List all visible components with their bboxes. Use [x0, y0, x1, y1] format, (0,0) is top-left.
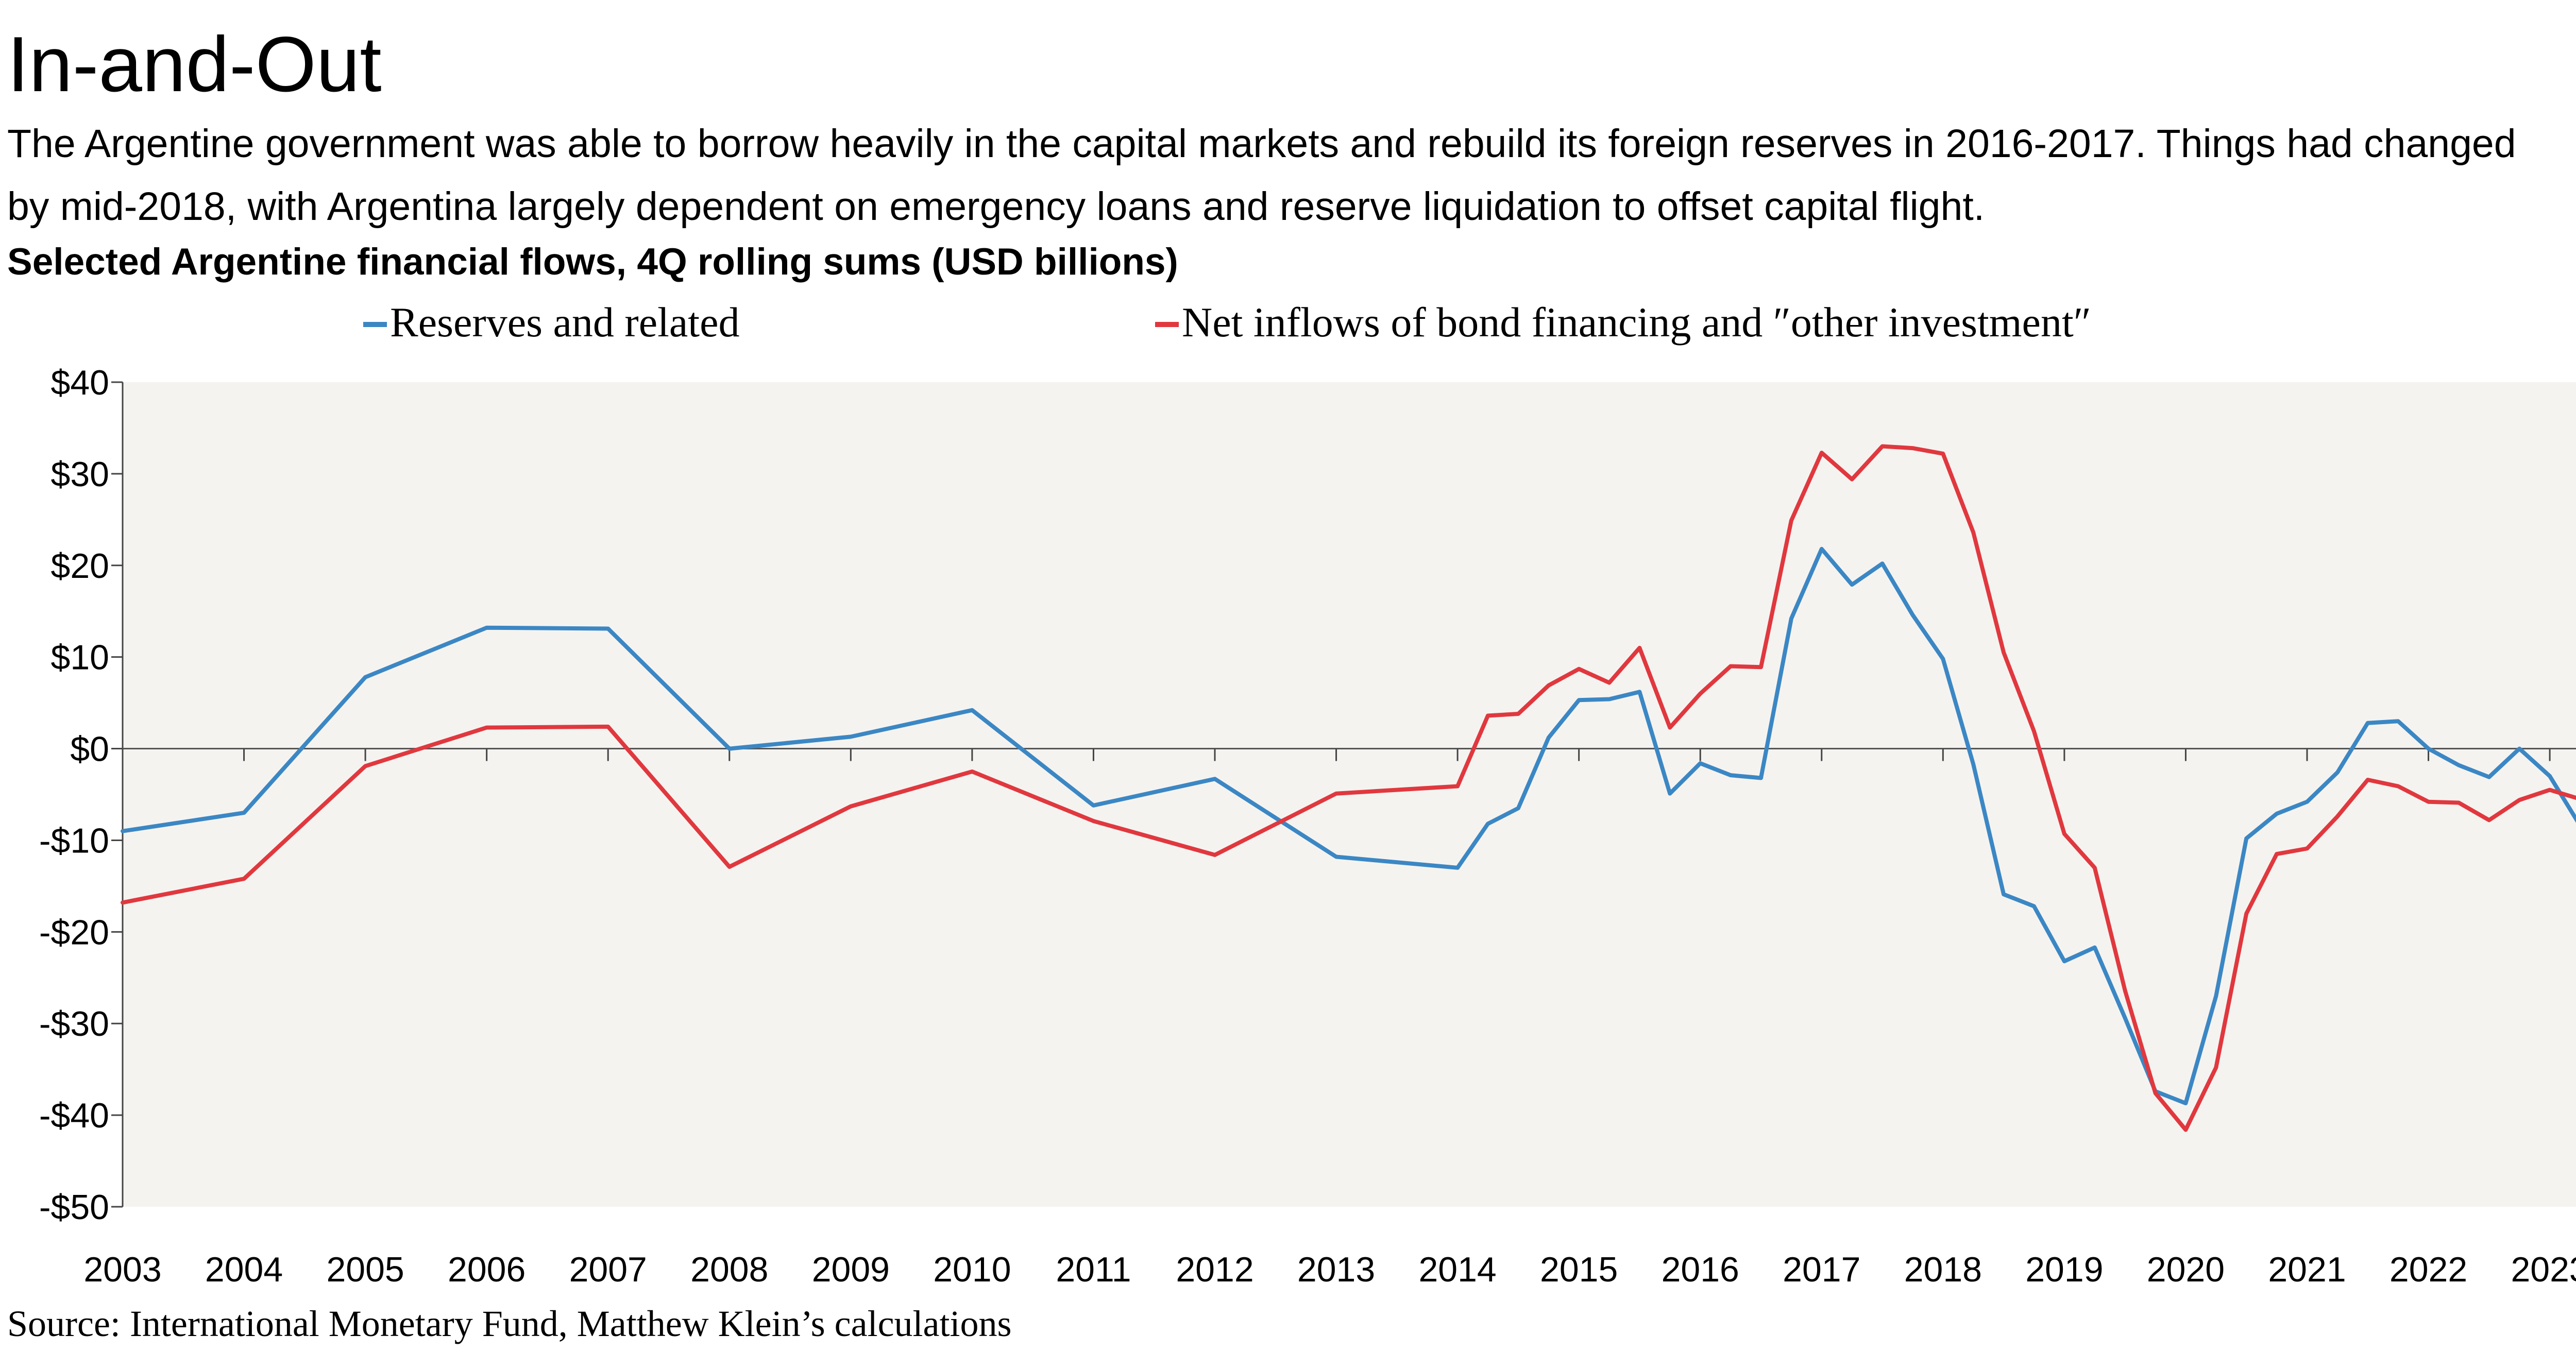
- y-tick-label: $30: [51, 455, 109, 494]
- x-tick-label: 2022: [2389, 1250, 2467, 1289]
- x-tick-label: 2018: [1904, 1250, 1982, 1289]
- x-tick-label: 2019: [2025, 1250, 2103, 1289]
- legend-label-net-inflows: Net inflows of bond financing and ″other…: [1182, 299, 2091, 346]
- x-tick-label: 2005: [326, 1250, 404, 1289]
- legend-swatch-reserves: [363, 322, 387, 328]
- y-tick-label: $10: [51, 638, 109, 677]
- legend-item-reserves: Reserves and related: [363, 297, 739, 348]
- source-note: Source: International Monetary Fund, Mat…: [7, 1303, 1012, 1344]
- legend-label-reserves: Reserves and related: [390, 299, 740, 346]
- x-tick-label: 2023: [2511, 1250, 2576, 1289]
- x-tick-label: 2004: [205, 1250, 283, 1289]
- series-lines: [121, 444, 2576, 1132]
- axes: $40 $30 $20 $10 $0 -$10 -$20 -$30 -$40 -$50 2003 20…: [39, 363, 2576, 1289]
- page-title: In-and-Out: [7, 21, 382, 108]
- y-tick-label: -$20: [39, 913, 109, 952]
- x-tick-label: 2016: [1662, 1250, 1739, 1289]
- x-tick-label: 2021: [2268, 1250, 2346, 1289]
- x-tick-label: 2006: [448, 1250, 526, 1289]
- y-tick-label: $20: [51, 546, 109, 586]
- y-tick-label: -$10: [39, 821, 109, 860]
- y-tick-label: -$30: [39, 1004, 109, 1043]
- x-tick-label: 2015: [1540, 1250, 1618, 1289]
- x-tick-label: 2008: [690, 1250, 768, 1289]
- y-tick-label: -$40: [39, 1096, 109, 1135]
- x-tick-label: 2011: [1056, 1250, 1131, 1289]
- x-tick-label: 2007: [569, 1250, 647, 1289]
- chart-description: The Argentine government was able to bor…: [7, 122, 2516, 229]
- y-tick-label: $0: [70, 730, 109, 769]
- x-tick-label: 2013: [1297, 1250, 1375, 1289]
- series-line-reserves: [121, 546, 2576, 1105]
- legend-swatch-net-inflows: [1155, 322, 1179, 328]
- x-tick-label: 2003: [83, 1250, 161, 1289]
- x-tick-label: 2017: [1783, 1250, 1860, 1289]
- legend-item-net-inflows: Net inflows of bond financing and ″other…: [1155, 297, 2091, 348]
- x-tick-label: 2012: [1176, 1250, 1253, 1289]
- x-tick-label: 2010: [933, 1250, 1011, 1289]
- x-tick-label: 2020: [2147, 1250, 2225, 1289]
- x-tick-label: 2014: [1418, 1250, 1496, 1289]
- y-tick-label: -$50: [39, 1188, 109, 1227]
- series-line-net-inflows: [121, 444, 2576, 1132]
- chart-title: Selected Argentine financial flows, 4Q r…: [7, 241, 1178, 283]
- x-tick-label: 2009: [812, 1250, 890, 1289]
- y-tick-label: $40: [51, 363, 109, 402]
